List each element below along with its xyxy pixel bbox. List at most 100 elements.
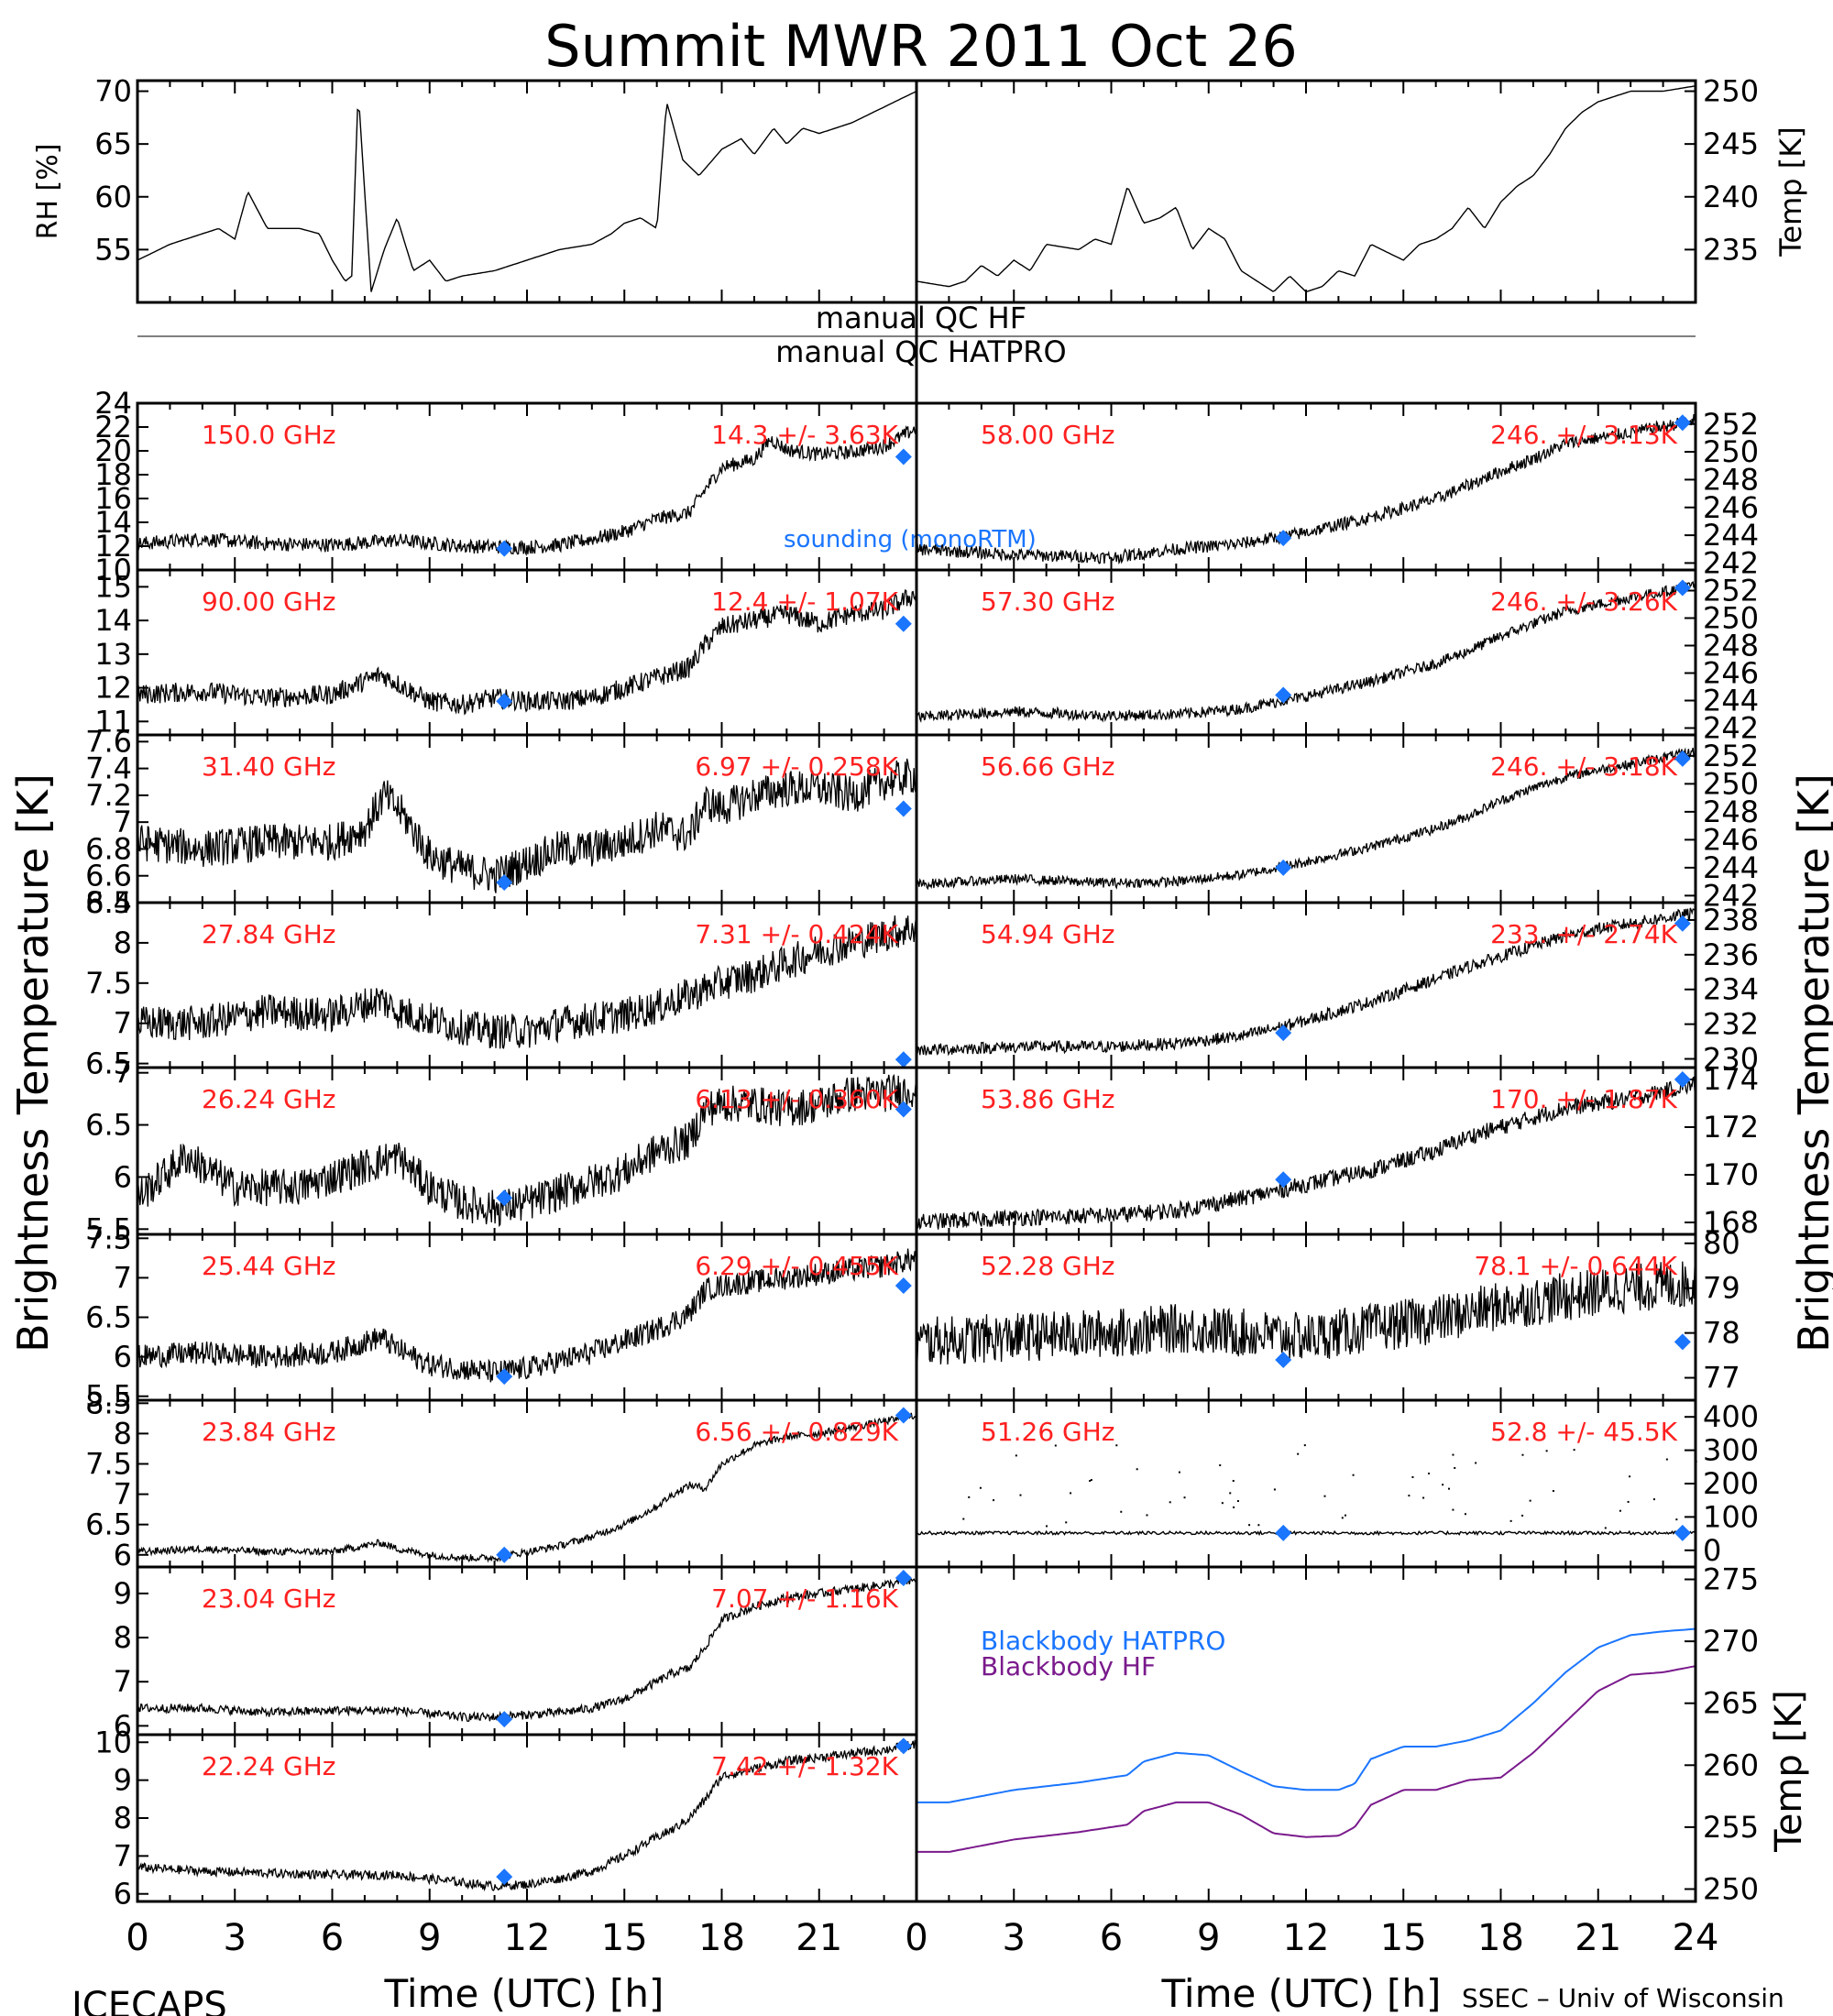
- x-tick-label: 6: [321, 1917, 344, 1959]
- y-tick-label: 20: [94, 433, 132, 468]
- y-tick-label: 12: [94, 671, 132, 706]
- series-line: [916, 907, 1696, 1057]
- x-tick-label: 0: [905, 1917, 927, 1959]
- y-tick-label: 9: [114, 1763, 132, 1798]
- scatter-point: [1452, 1508, 1454, 1511]
- y-tick-label: 6.4: [85, 885, 132, 920]
- series-line: [137, 1411, 917, 1563]
- sounding-point: [1674, 579, 1691, 597]
- channel-stat: 7.42 +/- 1.32K: [711, 1751, 898, 1781]
- channel-stat: 14.3 +/- 3.63K: [711, 420, 898, 450]
- y-tick-label: 6: [114, 1708, 132, 1743]
- y-tick-label: 8: [114, 1620, 132, 1655]
- sounding-point: [1275, 686, 1292, 704]
- sounding-point: [496, 1189, 513, 1207]
- scatter-point: [1015, 1454, 1017, 1457]
- panel-hf-52: 77 78 79 80 52.28 GHz 78.1 +/- 0.644K: [916, 1226, 1740, 1400]
- x-tick-label: 15: [601, 1917, 648, 1959]
- y-tick-label: 15: [94, 569, 132, 604]
- y-tick-label: 0: [1703, 1533, 1721, 1568]
- scatter-point: [1136, 1468, 1138, 1471]
- x-tick-label: 18: [1477, 1917, 1524, 1959]
- x-tick-label: 9: [418, 1917, 441, 1959]
- panel-hf-22: 6 789 10 22.24 GHz 7.42 +/- 1.32K: [94, 1725, 917, 1912]
- channel-label: 26.24 GHz: [202, 1084, 336, 1114]
- y-tick-label: 246: [1703, 822, 1759, 857]
- x-axis-labels: 0 3 6 9 12 15 18 21 0 3 6 9 12 15 18 21 24: [126, 1917, 1718, 1959]
- y-tick-label: 242: [1703, 878, 1759, 913]
- y-tick-label: 10: [94, 1725, 132, 1759]
- scatter-point: [1675, 1518, 1678, 1521]
- channel-label: 53.86 GHz: [981, 1084, 1115, 1114]
- scatter-point: [968, 1496, 971, 1498]
- scatter-point: [1521, 1453, 1524, 1456]
- y-tick-label: 244: [1703, 518, 1759, 553]
- x-tick-label: 24: [1673, 1917, 1719, 1959]
- y-tick-label: 252: [1703, 574, 1759, 608]
- scatter-point: [962, 1517, 965, 1520]
- y-tick-label: 230: [1703, 1042, 1759, 1077]
- rh-line: [137, 90, 917, 292]
- scatter-point: [1454, 1466, 1456, 1469]
- scatter-point: [1178, 1471, 1180, 1474]
- y-tick-label: 242: [1703, 545, 1759, 580]
- y-tick-label: 200: [1703, 1466, 1759, 1501]
- footer-left: ICECAPS: [71, 1985, 227, 2016]
- channel-stat: 78.1 +/- 0.644K: [1474, 1251, 1677, 1281]
- y-tick-label: 240: [1703, 180, 1759, 214]
- scatter-point: [979, 1486, 982, 1489]
- y-tick-label: 5.5: [85, 1211, 132, 1246]
- right-ylabel: Brightness Temperature [K]: [1789, 773, 1833, 1353]
- series-line: [137, 423, 917, 557]
- scatter-point: [1344, 1514, 1346, 1517]
- y-tick-label: 246: [1703, 656, 1759, 691]
- y-tick-label: 14: [94, 603, 132, 638]
- rh-ylabel: RH [%]: [32, 144, 64, 240]
- sounding-point: [895, 1570, 912, 1587]
- scatter-point: [1089, 1480, 1092, 1483]
- y-tick-label: 7.4: [85, 751, 132, 786]
- y-tick-label: 5.5: [85, 1379, 132, 1414]
- channel-stat: 7.07 +/- 1.16K: [711, 1583, 898, 1614]
- temp-frame: [915, 79, 1697, 304]
- scatter-point: [1054, 1444, 1057, 1447]
- x-tick-label: 12: [1283, 1917, 1330, 1959]
- sounding-point: [496, 874, 513, 892]
- y-tick-label: 236: [1703, 937, 1759, 972]
- scatter-point: [1257, 1524, 1260, 1527]
- x-tick-label: 12: [504, 1917, 551, 1959]
- x-tick-label: 18: [698, 1917, 745, 1959]
- series-line: [916, 1076, 1696, 1231]
- y-tick-label: 10: [94, 553, 132, 587]
- y-tick-label: 6: [114, 1877, 132, 1912]
- scatter-point: [1627, 1500, 1630, 1503]
- y-tick-label: 7.5: [85, 1446, 132, 1481]
- scatter-point: [1521, 1514, 1524, 1517]
- channel-stat: 7.31 +/- 0.424K: [695, 919, 898, 949]
- scatter-point: [1169, 1501, 1171, 1504]
- scatter-point: [1183, 1496, 1186, 1499]
- series-line: [137, 1574, 917, 1722]
- y-tick-label: 60: [94, 180, 132, 214]
- sounding-point: [1275, 1024, 1292, 1042]
- sounding-point: [1674, 750, 1691, 767]
- sounding-point: [1275, 1351, 1292, 1368]
- panel-hf-23: 66.577.588.5 23.84 GHz 6.56 +/- 0.829K: [85, 1386, 917, 1572]
- y-tick-label: 170: [1703, 1157, 1759, 1192]
- series-line: [137, 758, 917, 893]
- series-line: [137, 589, 917, 716]
- channel-stat: 246. +/- 3.26K: [1490, 586, 1677, 617]
- y-tick-label: 6: [114, 1340, 132, 1375]
- scatter-point: [1115, 1444, 1118, 1447]
- y-tick-label: 250: [1703, 74, 1759, 109]
- y-tick-label: 70: [94, 74, 132, 109]
- y-tick-label: 265: [1703, 1686, 1759, 1721]
- series-line: [137, 1248, 917, 1383]
- y-tick-label: 238: [1703, 903, 1759, 937]
- channel-label: 58.00 GHz: [981, 420, 1115, 450]
- y-tick-label: 6.5: [85, 1300, 132, 1335]
- y-tick-label: 234: [1703, 972, 1759, 1007]
- y-tick-label: 8: [114, 1416, 132, 1451]
